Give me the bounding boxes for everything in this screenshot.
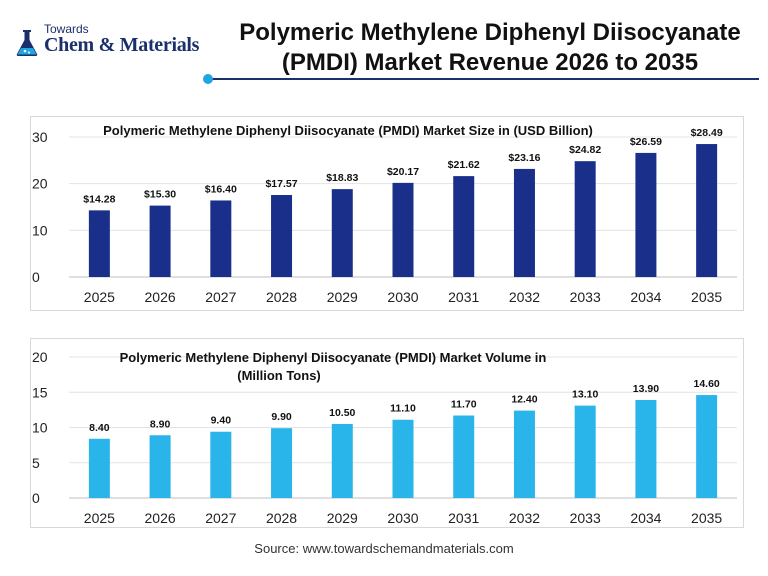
bar-value-label: 8.40 — [89, 422, 110, 434]
title-accent-dot — [203, 74, 213, 84]
x-tick-label: 2028 — [266, 510, 297, 526]
bar-value-label: 9.90 — [271, 411, 292, 423]
x-tick-label: 2026 — [145, 510, 176, 526]
bar-2035 — [696, 144, 718, 277]
bar-value-label: $15.30 — [144, 189, 176, 201]
bar-2030 — [392, 419, 414, 498]
x-tick-label: 2030 — [387, 289, 418, 305]
y-tick-label: 0 — [32, 269, 40, 285]
bar-value-label: 8.90 — [150, 418, 171, 430]
x-tick-label: 2025 — [84, 289, 115, 305]
bar-2029 — [331, 189, 353, 277]
bar-value-label: $21.62 — [448, 159, 480, 171]
y-tick-label: 20 — [32, 176, 48, 192]
bar-value-label: $16.40 — [205, 183, 237, 195]
x-tick-label: 2027 — [205, 289, 236, 305]
x-tick-label: 2033 — [570, 289, 601, 305]
x-tick-label: 2030 — [387, 510, 418, 526]
y-tick-label: 30 — [32, 129, 48, 145]
bar-value-label: $14.28 — [83, 193, 115, 205]
x-tick-label: 2025 — [84, 510, 115, 526]
bar-2032 — [513, 410, 535, 498]
bar-value-label: 13.10 — [572, 389, 598, 401]
revenue-chart-panel: 0 10 20 30 $14.28 2025 $15.30 2026 $16.40 2027 $17… — [30, 116, 744, 311]
bar-value-label: 13.90 — [633, 383, 659, 395]
bar-2035 — [696, 395, 718, 498]
x-tick-label: 2026 — [145, 289, 176, 305]
bar-value-label: 10.50 — [329, 407, 355, 419]
chart-title-line-2: (Million Tons) — [237, 368, 321, 383]
volume-bar-chart: 0 5 10 15 20 8.40 2025 8.90 2026 9.40 2027 9.90 2028… — [32, 349, 737, 526]
bar-2025 — [88, 210, 110, 277]
x-tick-label: 2031 — [448, 289, 479, 305]
bar-value-label: $18.83 — [326, 172, 358, 184]
logo-text-main: Chem & Materials — [44, 34, 200, 56]
x-tick-label: 2031 — [448, 510, 479, 526]
page-title: Polymeric Methylene Diphenyl Diisocyanat… — [222, 18, 758, 78]
brand-logo: Towards Chem & Materials — [14, 22, 214, 68]
bar-2027 — [210, 200, 232, 277]
x-tick-label: 2033 — [570, 510, 601, 526]
revenue-bar-chart: 0102030$14.282025$15.302026$16.402027$17… — [32, 123, 737, 305]
x-tick-label: 2034 — [630, 289, 661, 305]
bar-2033 — [574, 405, 596, 498]
x-tick-label: 2035 — [691, 289, 722, 305]
logo-text-small: Towards — [44, 22, 89, 36]
bar-2025 — [88, 438, 110, 498]
bar-2034 — [635, 152, 657, 277]
volume-chart-panel: 0 5 10 15 20 8.40 2025 8.90 2026 9.40 2027 9.90 2028… — [30, 338, 744, 528]
bar-2029 — [331, 423, 353, 498]
flask-icon — [16, 30, 38, 56]
bar-2034 — [635, 400, 657, 498]
title-underline — [207, 78, 759, 80]
bar-2031 — [453, 415, 475, 498]
y-tick-label: 10 — [32, 222, 48, 238]
bar-value-label: 14.60 — [693, 378, 719, 390]
bar-value-label: $20.17 — [387, 166, 419, 178]
bar-value-label: $24.82 — [569, 144, 601, 156]
bar-2028 — [271, 195, 293, 277]
bar-2030 — [392, 182, 414, 277]
bar-2026 — [149, 205, 171, 277]
bar-value-label: 11.10 — [390, 403, 416, 415]
bar-2033 — [574, 161, 596, 277]
page-title-line-2: (PMDI) Market Revenue 2026 to 2035 — [281, 49, 699, 76]
bar-value-label: 12.40 — [511, 394, 537, 406]
y-tick-label: 5 — [32, 455, 40, 471]
bar-value-label: 9.40 — [211, 415, 232, 427]
y-tick-label: 0 — [32, 490, 40, 506]
y-tick-label: 15 — [32, 384, 48, 400]
bar-2031 — [453, 176, 475, 277]
x-tick-label: 2034 — [630, 510, 661, 526]
x-tick-label: 2032 — [509, 510, 540, 526]
x-tick-label: 2027 — [205, 510, 236, 526]
x-tick-label: 2032 — [509, 289, 540, 305]
bar-value-label: $17.57 — [265, 178, 297, 190]
bar-2032 — [513, 168, 535, 277]
bar-value-label: 11.70 — [451, 399, 477, 411]
x-tick-label: 2028 — [266, 289, 297, 305]
bar-value-label: $23.16 — [508, 152, 540, 164]
bar-2026 — [149, 435, 171, 498]
bar-value-label: $26.59 — [630, 136, 662, 148]
bar-2027 — [210, 431, 232, 498]
chart-title-line-1: Polymeric Methylene Diphenyl Diisocyanat… — [120, 350, 547, 365]
bar-value-label: $28.49 — [691, 127, 723, 139]
x-tick-label: 2029 — [327, 289, 358, 305]
y-tick-label: 10 — [32, 420, 48, 436]
x-tick-label: 2029 — [327, 510, 358, 526]
page-title-line-1: Polymeric Methylene Diphenyl Diisocyanat… — [239, 19, 741, 46]
y-tick-label: 20 — [32, 349, 48, 365]
x-tick-label: 2035 — [691, 510, 722, 526]
bar-2028 — [271, 428, 293, 498]
source-credit: Source: www.towardschemandmaterials.com — [254, 541, 514, 556]
chart-title-line-1: Polymeric Methylene Diphenyl Diisocyanat… — [103, 123, 593, 138]
